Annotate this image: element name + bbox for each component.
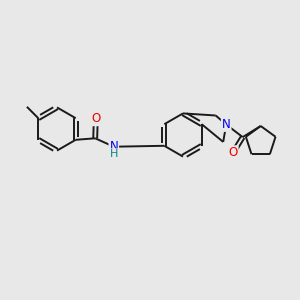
Text: H: H — [110, 149, 118, 159]
Text: N: N — [222, 118, 231, 131]
Text: O: O — [229, 146, 238, 159]
Text: O: O — [91, 112, 101, 125]
Text: N: N — [110, 140, 118, 153]
